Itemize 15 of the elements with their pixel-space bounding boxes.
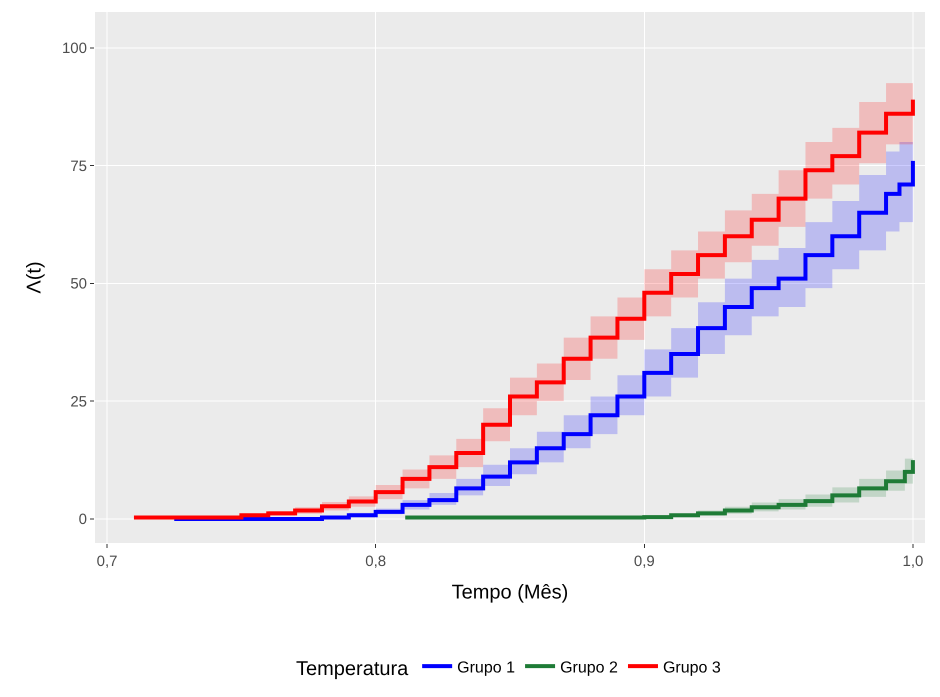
y-tick-label: 100 [62, 40, 87, 58]
legend-title: Temperatura [296, 658, 410, 680]
x-tick-label: 0,8 [365, 553, 386, 570]
y-tick-label: 25 [70, 393, 87, 410]
x-tick-label: 1,0 [902, 553, 924, 570]
y-tick-label: 50 [70, 276, 87, 293]
y-tick-label: 75 [70, 158, 87, 175]
x-tick-label: 0,9 [634, 553, 655, 570]
legend-label: Grupo 3 [662, 659, 721, 676]
x-tick-label: 0,7 [96, 553, 118, 570]
y-tick-label: 0 [78, 511, 87, 528]
legend-label: Grupo 1 [457, 659, 516, 676]
x-axis-title: Tempo (Mês) [452, 582, 568, 604]
y-axis-title: Λ(t) [23, 261, 46, 294]
legend-label: Grupo 2 [560, 659, 618, 676]
